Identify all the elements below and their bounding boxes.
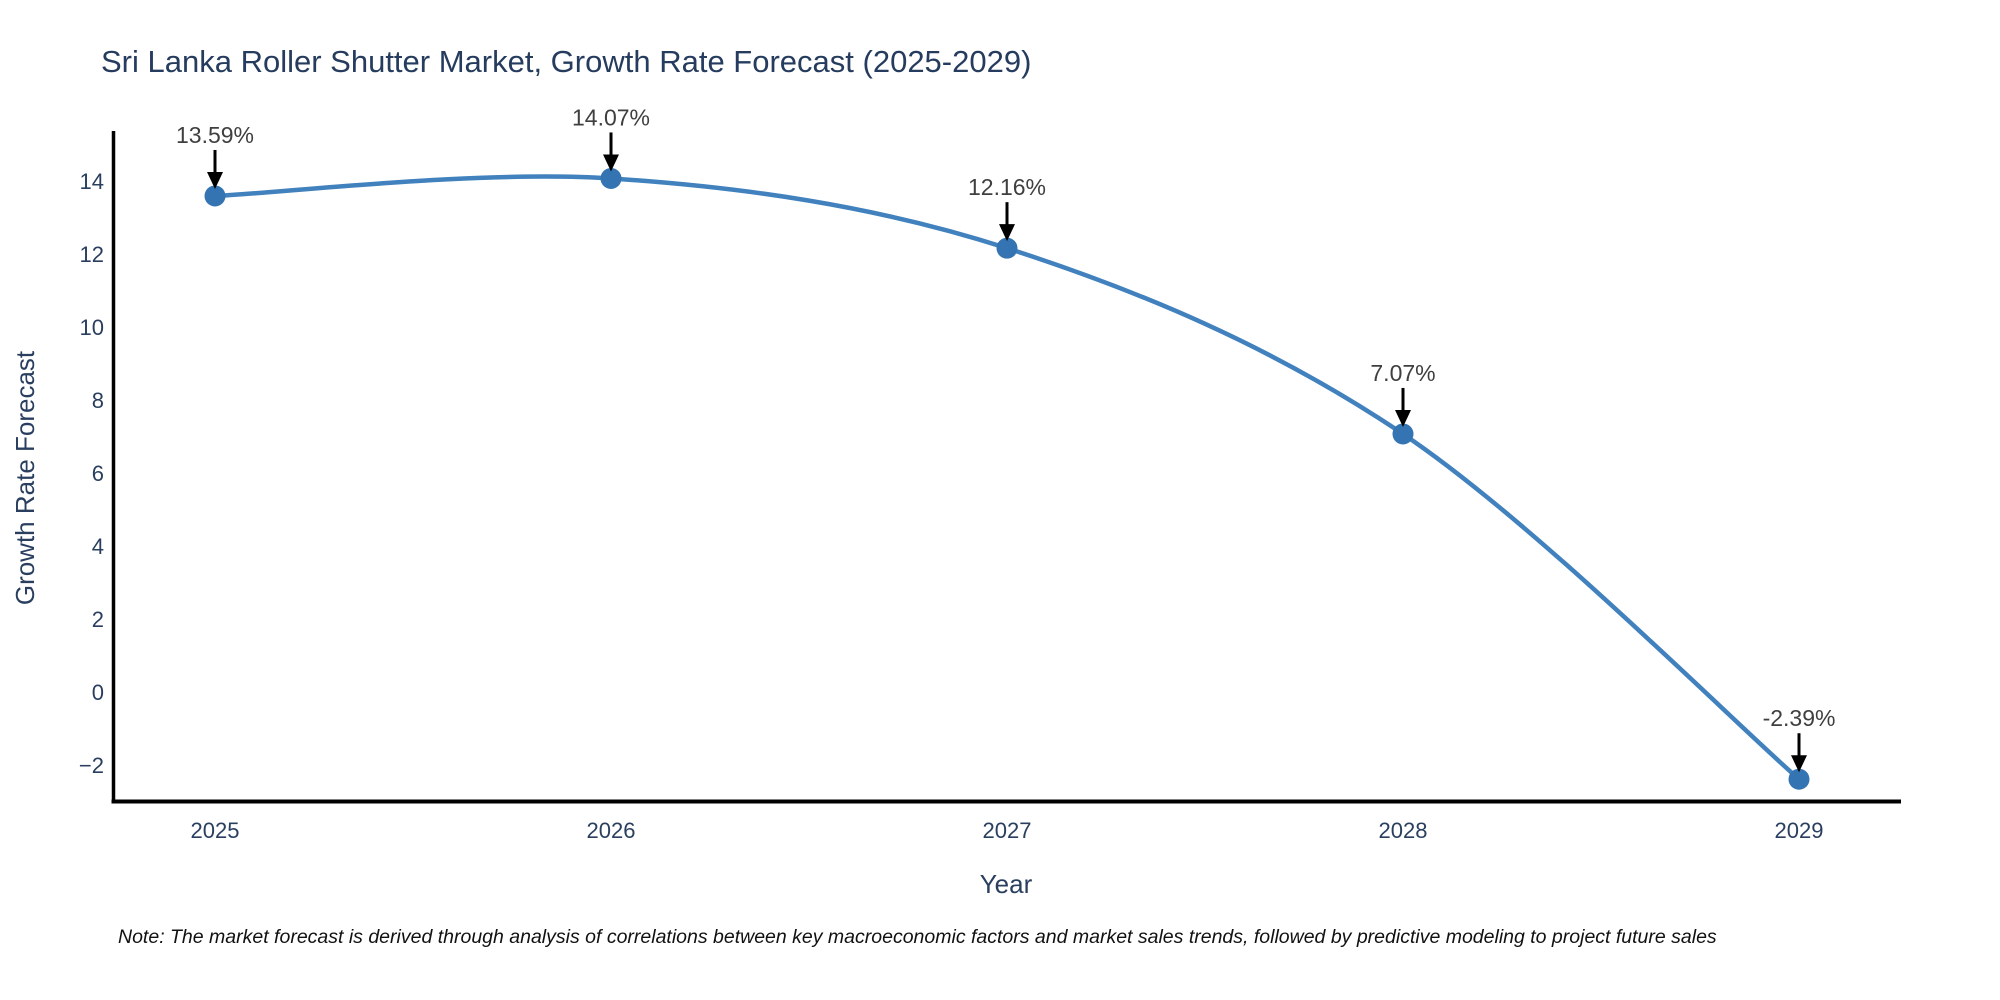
- y-tick-label: 8: [92, 388, 104, 413]
- y-tick-label: 10: [80, 315, 104, 340]
- data-point: [204, 185, 226, 207]
- y-tick-label: 2: [92, 607, 104, 632]
- data-point: [1788, 768, 1810, 790]
- chart-title: Sri Lanka Roller Shutter Market, Growth …: [101, 44, 1032, 79]
- x-tick-label: 2028: [1379, 818, 1428, 843]
- x-tick-label: 2026: [587, 818, 636, 843]
- annotation-label: 12.16%: [968, 174, 1046, 200]
- annotation-arrowhead: [1791, 755, 1807, 773]
- data-point: [1392, 423, 1414, 445]
- annotation-label: 7.07%: [1370, 360, 1435, 386]
- annotation-label: 14.07%: [572, 104, 650, 130]
- x-tick-label: 2025: [191, 818, 240, 843]
- footnote: Note: The market forecast is derived thr…: [118, 926, 1717, 948]
- x-tick-label: 2027: [983, 818, 1032, 843]
- y-tick-label: 14: [80, 169, 104, 194]
- annotation-arrowhead: [1395, 409, 1411, 427]
- y-axis-title: Growth Rate Forecast: [10, 350, 40, 605]
- y-tick-label: 4: [92, 534, 104, 559]
- annotation-label: -2.39%: [1763, 705, 1836, 731]
- x-tick-label: 2029: [1775, 818, 1824, 843]
- annotation-label: 13.59%: [176, 122, 254, 148]
- y-tick-label: 0: [92, 680, 104, 705]
- annotation-arrowhead: [999, 224, 1015, 242]
- y-tick-label: 6: [92, 461, 104, 486]
- data-point: [600, 167, 622, 189]
- annotation-arrowhead: [207, 171, 223, 189]
- data-point: [996, 237, 1018, 259]
- series-line: [212, 174, 1802, 782]
- y-tick-label: −2: [79, 753, 104, 778]
- x-axis-title: Year: [980, 869, 1033, 899]
- y-tick-label: 12: [80, 242, 104, 267]
- annotation-arrowhead: [603, 154, 619, 172]
